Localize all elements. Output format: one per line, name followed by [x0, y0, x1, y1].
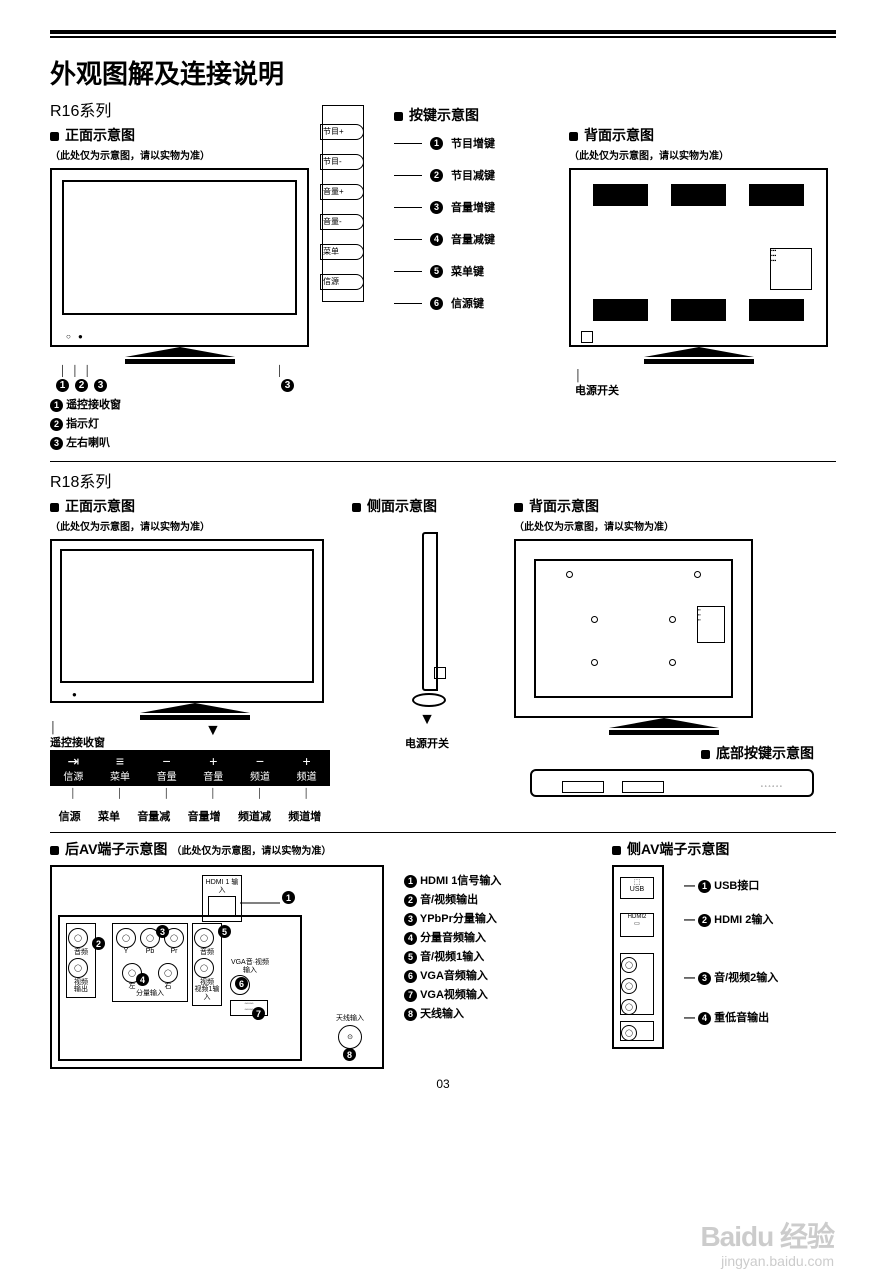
r16-buttons-title: 按键示意图 — [394, 105, 495, 125]
av-side-diagram: ⬚USB HDMI2▭ ◯ ◯ ◯ ◯ — [612, 865, 664, 1049]
r16-tv-back: ▪▪▪▪▪▪▪▪▪ — [569, 168, 828, 347]
r18-front-note: （此处仅为示意图，请以实物为准） — [50, 518, 340, 533]
r18-front-title: 正面示意图 — [50, 496, 340, 516]
av-rear-title: 后AV端子示意图（此处仅为示意图，请以实物为准） — [50, 839, 600, 859]
r16-button-list: 1节目增键 2节目减键 3音量增键 4音量减键 5菜单键 6信源键 — [394, 135, 495, 311]
av-rear-list: 1 HDMI 1信号输入 2 音/视频输出 3 YPbPr分量输入 4 分量音频… — [404, 869, 501, 1024]
r16-button-panel: 节目+ 节目- 音量+ 音量- 菜单 信源 — [322, 105, 364, 302]
r18-back-title: 背面示意图 — [514, 496, 814, 516]
page-number: 03 — [50, 1077, 836, 1091]
r16-back-title: 背面示意图 — [569, 125, 829, 145]
r16-front-callouts: 1 遥控接收窗 2 指示灯 3 左右喇叭 — [50, 396, 310, 450]
r18-power-label: 电源开关 — [352, 735, 502, 751]
r16-back-note: （此处仅为示意图，请以实物为准） — [569, 147, 829, 162]
r16-tv-front: ○ ● — [50, 168, 309, 347]
series-r18: R18系列 — [50, 468, 836, 492]
r18-control-labels: 信源 菜单 音量减 音量增 频道减 频道增 — [50, 808, 330, 824]
av-side-list: — 1 USB接口 — 2 HDMI 2输入 — 3 音/视频2输入 — 4 重… — [684, 869, 778, 1049]
av-rear-diagram: HDMI 1 输入 1 ◯音频 ◯视频 输出 2 — [50, 865, 384, 1069]
r16-front-note: （此处仅为示意图，请以实物为准） — [50, 147, 310, 162]
r18-tv-side — [412, 532, 442, 707]
page-title: 外观图解及连接说明 — [50, 54, 836, 91]
r18-tv-back: ▪▪▪▪▪▪ — [514, 539, 753, 718]
r18-bottom-bar: ◦ ◦ ◦ ◦ ◦ ◦ — [530, 769, 814, 797]
r18-bottom-title: 底部按键示意图 — [514, 743, 814, 763]
r16-front-title: 正面示意图 — [50, 125, 310, 145]
r16-front-pointers: │││ │ — [56, 366, 310, 377]
r18-side-title: 侧面示意图 — [352, 496, 502, 516]
watermark: Baidu 经验jingyan.baidu.com — [700, 1220, 834, 1270]
r16-power-label: │电源开关 — [575, 370, 829, 398]
r18-control-bar: ⇥信源 ≡菜单 −音量 +音量 −频道 +频道 — [50, 750, 330, 786]
r18-back-note: （此处仅为示意图，请以实物为准） — [514, 518, 814, 533]
av-side-title: 侧AV端子示意图 — [612, 839, 832, 859]
r18-receiver-label: 遥控接收窗 — [50, 737, 105, 749]
r18-tv-front: ● — [50, 539, 324, 703]
